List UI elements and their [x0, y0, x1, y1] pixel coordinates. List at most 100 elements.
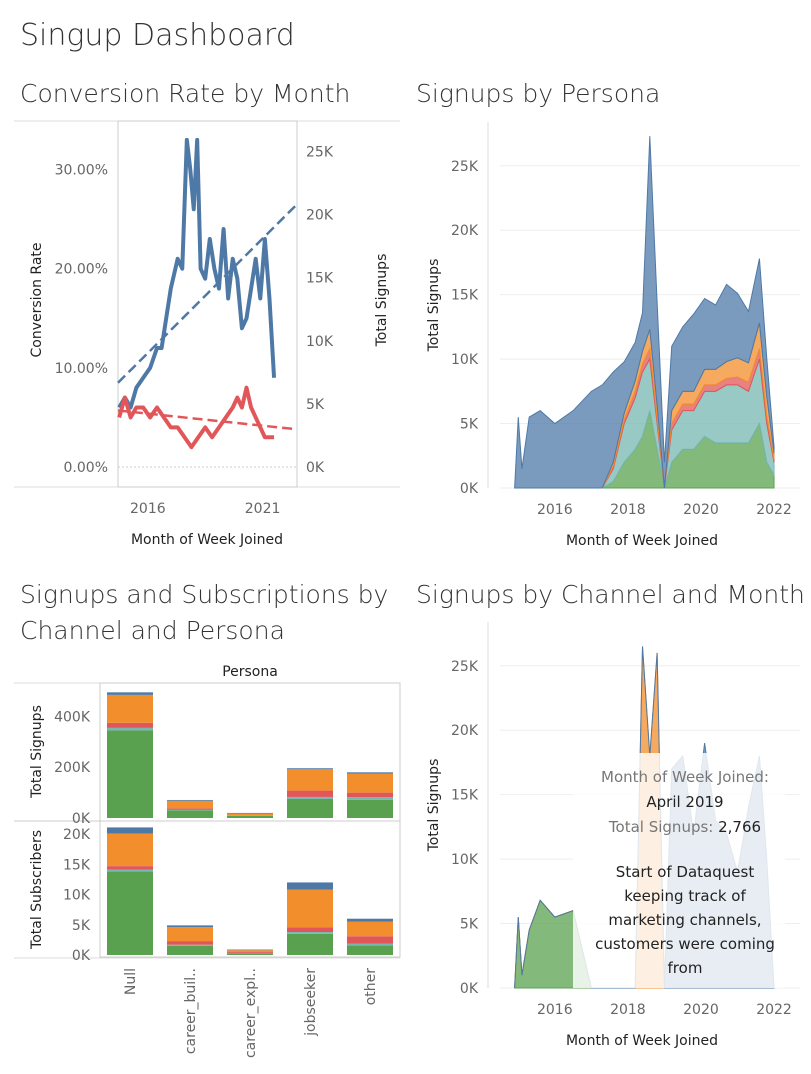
conversion-chart[interactable]: 0.00% 10.00% 20.00% 30.00% 0K 5K 10K 15K 20K 25K 2… — [0, 110, 410, 570]
bar-segment — [287, 882, 333, 890]
x-axis-title: Month of Week Joined — [566, 1033, 718, 1049]
channel-month-chart[interactable]: 0K 5K 10K 15K 20K 25K 2016 2018 2020 2022 Month of… — [410, 610, 811, 1070]
y-tick-label: 20K — [63, 827, 91, 843]
y-tick-label: 400K — [54, 709, 91, 725]
bar-segment — [167, 800, 213, 809]
bar-segment — [107, 722, 153, 728]
bar-segment — [107, 730, 153, 818]
bar-segment — [347, 945, 393, 955]
tooltip-box — [573, 753, 785, 988]
y-left-tick-label: 10.00% — [55, 361, 108, 377]
channel-persona-panel-title: Signups and Subscriptions by Channel and… — [20, 580, 389, 645]
bar-segment — [167, 799, 213, 801]
bar-segment — [167, 945, 213, 955]
dashboard-title: Singup Dashboard — [20, 18, 295, 53]
y-tick-label: 0K — [72, 948, 91, 964]
x-axis-title: Month of Week Joined — [566, 533, 718, 549]
bar-segment — [167, 941, 213, 945]
bar-segment — [347, 936, 393, 944]
conversion-panel-title: Conversion Rate by Month — [20, 79, 351, 108]
bar-segment — [227, 815, 273, 816]
bar-segment — [227, 815, 273, 818]
x-tick-label: 2021 — [245, 501, 281, 517]
bar-segment — [347, 921, 393, 937]
bar-segment — [167, 925, 213, 928]
category-label: jobseeker — [303, 968, 319, 1037]
y-left-tick-label: 20.00% — [55, 262, 108, 278]
bar-segment — [167, 808, 213, 810]
bar-segment — [287, 932, 333, 934]
y-right-axis-title: Total Signups — [374, 254, 390, 348]
y-tick-label: 25K — [451, 159, 479, 175]
channel-month-panel-title: Signups by Channel and Month — [416, 580, 805, 609]
tooltip-label: Total Signups: 2,766 — [608, 818, 761, 836]
plot-frame — [99, 682, 401, 958]
series-line — [117, 385, 275, 450]
bar-segment — [167, 809, 213, 811]
bar-segment — [347, 772, 393, 774]
y-tick-label: 5K — [460, 417, 479, 433]
bar-segment — [287, 889, 333, 928]
y-axis-title: Total Signups — [29, 705, 45, 799]
bar-segment — [287, 798, 333, 818]
bar-segment — [167, 944, 213, 946]
persona-panel-title: Signups by Persona — [416, 79, 661, 108]
x-tick-label: 2018 — [610, 1002, 646, 1018]
y-tick-label: 15K — [451, 788, 479, 804]
persona-chart[interactable]: 0K 5K 10K 15K 20K 25K 2016 2018 2020 2022 Month of… — [410, 110, 811, 570]
column-header: Persona — [222, 664, 278, 680]
category-label: Null — [123, 968, 139, 995]
bar-segment — [107, 869, 153, 872]
bar-segment — [287, 933, 333, 955]
category-label: other — [363, 968, 379, 1006]
y-tick-label: 0K — [460, 981, 479, 997]
x-tick-label: 2016 — [537, 502, 573, 518]
y-right-tick-label: 20K — [306, 208, 334, 224]
y-tick-label: 20K — [451, 723, 479, 739]
bar-segment — [227, 951, 273, 953]
y-left-tick-label: 0.00% — [64, 460, 108, 476]
category-label: career_expl.. — [243, 968, 259, 1058]
bar-segment — [107, 871, 153, 955]
bar-segment — [227, 950, 273, 952]
y-right-tick-label: 10K — [306, 334, 334, 350]
channel-persona-chart[interactable]: Persona 0K 200K 400K Total Signups 0K 5K 10K 15K… — [0, 650, 410, 1070]
y-axis-title: Total Signups — [426, 759, 442, 853]
bar-segment — [347, 792, 393, 798]
bar-segment — [227, 949, 273, 951]
y-right-tick-label: 5K — [306, 397, 325, 413]
bar-segment — [287, 768, 333, 770]
y-tick-label: 10K — [63, 888, 91, 904]
y-tick-label: 0K — [72, 811, 91, 827]
y-tick-label: 200K — [54, 760, 91, 776]
y-tick-label: 15K — [63, 857, 91, 873]
bar-segment — [107, 694, 153, 723]
plot-frame — [117, 120, 298, 488]
bar-segment — [347, 799, 393, 818]
y-tick-label: 20K — [451, 223, 479, 239]
tooltip-note-line: marketing channels, — [608, 911, 761, 929]
y-tick-label: 5K — [460, 917, 479, 933]
bar-segment — [227, 953, 273, 955]
x-tick-label: 2020 — [683, 1002, 719, 1018]
tooltip-note-line: customers were coming — [595, 935, 775, 953]
y-left-axis-title: Conversion Rate — [29, 242, 45, 357]
bar-segment — [227, 812, 273, 814]
y-right-tick-label: 15K — [306, 271, 334, 287]
y-tick-label: 5K — [72, 918, 91, 934]
x-tick-label: 2022 — [756, 502, 792, 518]
tooltip-note-line: from — [668, 959, 703, 977]
bar-segment — [107, 692, 153, 695]
y-tick-label: 10K — [451, 352, 479, 368]
bar-segment — [227, 813, 273, 816]
series-line — [117, 137, 277, 410]
tooltip-label: Month of Week Joined: — [601, 768, 769, 786]
x-tick-label: 2022 — [756, 1002, 792, 1018]
y-left-tick-label: 30.00% — [55, 163, 108, 179]
bar-segment — [287, 927, 333, 933]
y-axis-title: Total Signups — [426, 259, 442, 353]
bar-segment — [167, 927, 213, 942]
bar-segment — [347, 918, 393, 922]
bar-segment — [287, 790, 333, 797]
bar-segment — [347, 797, 393, 800]
